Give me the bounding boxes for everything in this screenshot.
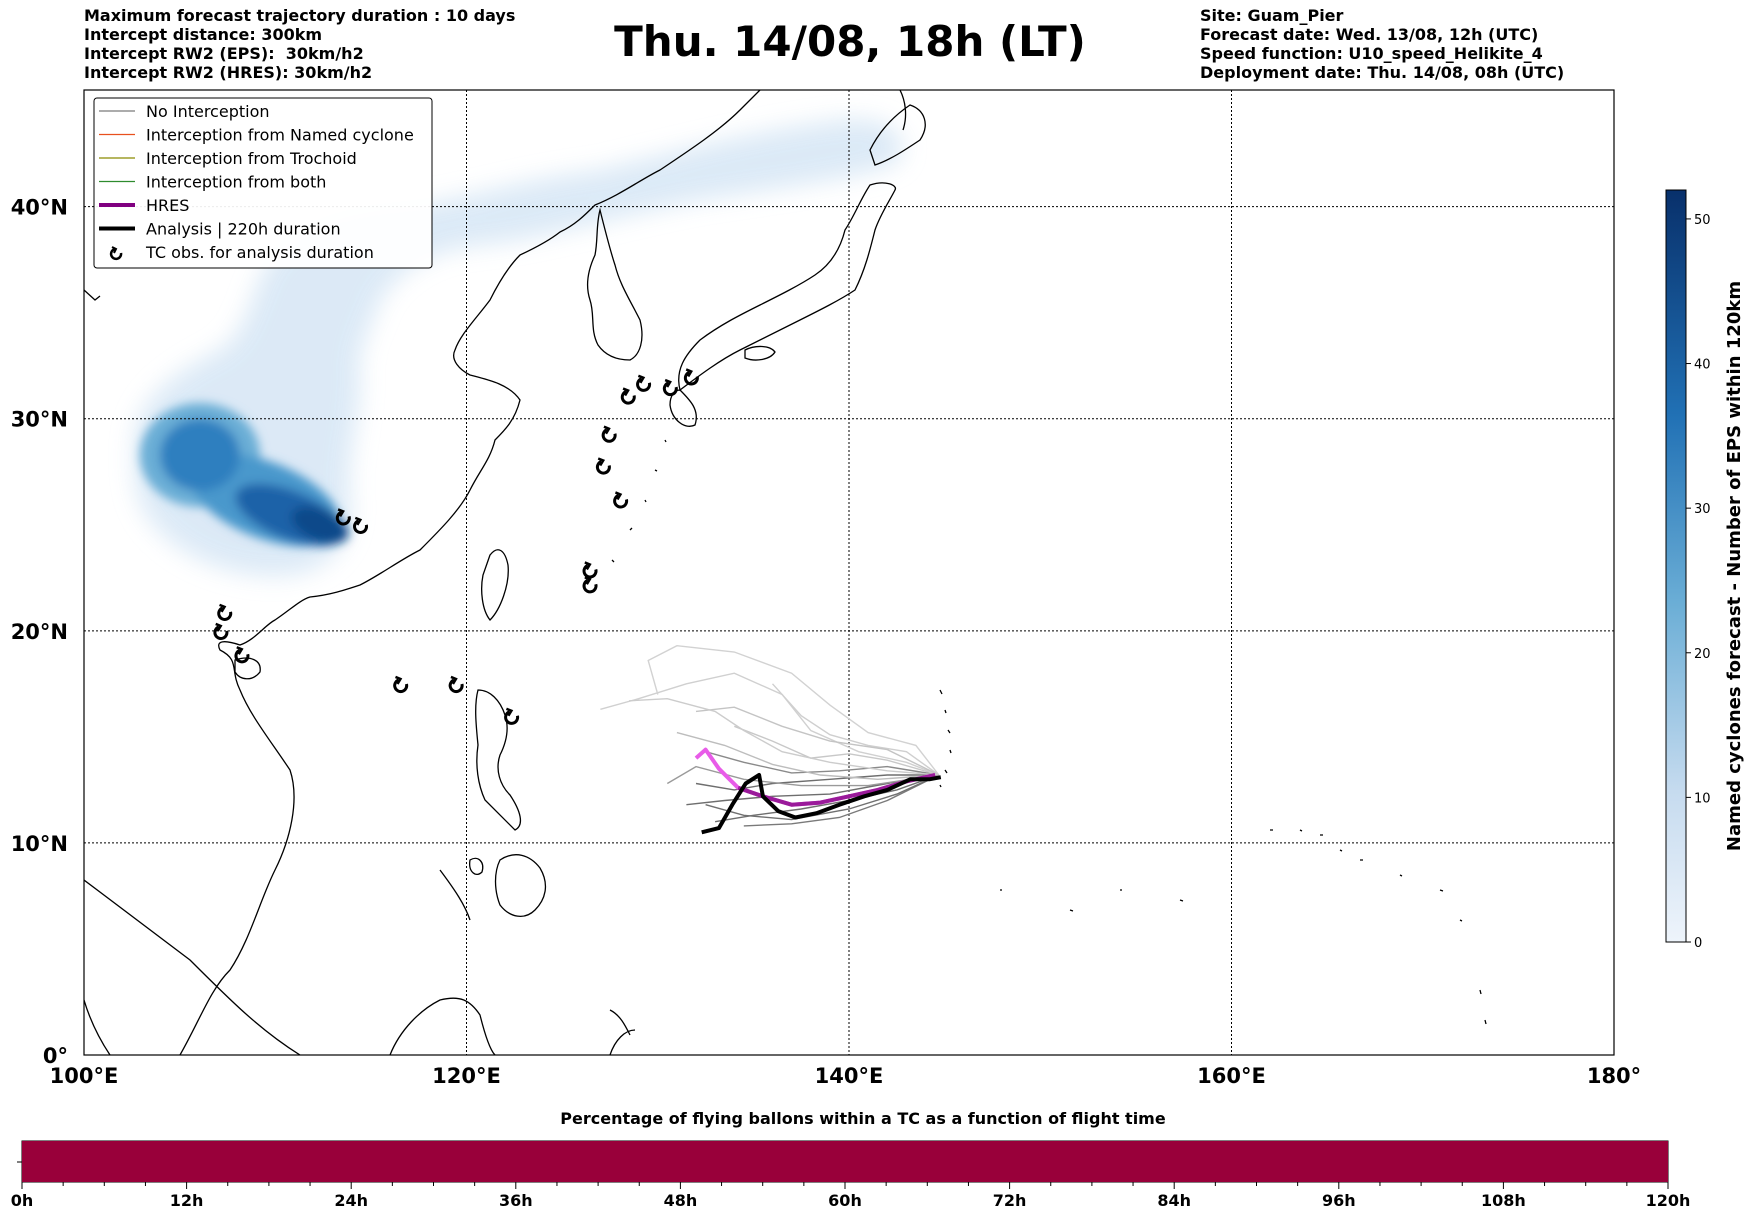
eps-trajectory [734, 725, 940, 776]
tc-obs-marker [504, 707, 520, 725]
flight-time-tick-label: 108h [1481, 1191, 1526, 1210]
header-right-line: Site: Guam_Pier [1200, 6, 1344, 25]
eps-trajectory [714, 774, 940, 823]
tc-obs-marker [683, 368, 699, 386]
y-tick-label: 10°N [11, 832, 68, 856]
analysis-trajectory [701, 773, 942, 835]
legend-label: Interception from Named cyclone [146, 126, 414, 145]
map-legend: No Interception Interception from Named c… [93, 97, 433, 269]
legend-label: Analysis | 220h duration [146, 220, 341, 239]
tc-obs-marker [353, 516, 369, 534]
flight-time-tick-label: 96h [1322, 1191, 1356, 1210]
eps-trajectory [695, 774, 939, 791]
legend-label: Interception from Trochoid [146, 149, 357, 168]
eps-trajectory [600, 672, 940, 776]
eps-trajectory [705, 774, 940, 821]
header-left-line: Intercept RW2 (EPS): 30km/h2 [84, 44, 364, 63]
tc-obs-marker [335, 508, 351, 526]
flight-time-tick-label: 72h [993, 1191, 1027, 1210]
tc-obs-marker [234, 646, 250, 664]
legend-label: Interception from both [146, 173, 326, 192]
x-axis-ticks: 100°E 120°E 140°E 160°E 180° [50, 1064, 1642, 1088]
colorbar-label: Named cyclones forecast - Number of EPS … [1724, 281, 1745, 851]
flight-time-bar: Percentage of flying ballons within a TC… [11, 1109, 1691, 1210]
tc-obs-marker [582, 561, 598, 579]
header-left-line: Intercept RW2 (HRES): 30km/h2 [84, 63, 373, 82]
tc-obs-marker [620, 387, 636, 405]
header-left-line: Intercept distance: 300km [84, 25, 323, 44]
tc-obs-marker [636, 374, 652, 392]
colorbar-ramp [1665, 189, 1687, 943]
colorbar-tick-label: 20 [1694, 647, 1711, 662]
map-frame [83, 89, 1615, 1056]
header-left-line: Maximum forecast trajectory duration : 1… [84, 6, 516, 25]
x-tick-label: 120°E [432, 1064, 501, 1088]
tc-obs-marker [662, 378, 678, 397]
coastlines [84, 90, 1487, 1055]
eps-trajectory [705, 751, 940, 776]
eps-trajectory [695, 706, 940, 776]
legend-label: No Interception [146, 102, 270, 121]
x-tick-label: 100°E [50, 1064, 119, 1088]
x-tick-label: 160°E [1197, 1064, 1266, 1088]
tc-obs-marker [213, 622, 229, 640]
colorbar-tick-label: 10 [1694, 791, 1711, 806]
eps-trajectories [600, 644, 940, 827]
colorbar-ticks: 0 10 20 30 40 50 [1686, 213, 1711, 951]
density-core [140, 403, 349, 547]
tc-obs-marker [601, 425, 617, 443]
header-left: Maximum forecast trajectory duration : 1… [84, 6, 515, 82]
legend-label: HRES [146, 196, 189, 215]
map-gridlines [84, 90, 1614, 1055]
flight-time-tick-label: 60h [828, 1191, 862, 1210]
tc-obs-marker [448, 675, 464, 693]
header-right-line: Speed function: U10_speed_Helikite_4 [1200, 44, 1543, 63]
eps-trajectory [666, 765, 940, 787]
flight-time-bar-title: Percentage of flying ballons within a TC… [560, 1109, 1166, 1128]
figure-title: Thu. 14/08, 18h (LT) [614, 17, 1086, 66]
flight-time-tick-label: 12h [170, 1191, 204, 1210]
flight-time-tick-label: 120h [1646, 1191, 1691, 1210]
colorbar-tick-label: 30 [1694, 502, 1711, 517]
legend-label: TC obs. for analysis duration [145, 243, 374, 262]
y-tick-label: 30°N [11, 408, 68, 432]
x-tick-label: 180° [1587, 1064, 1641, 1088]
legend-tc-icon [109, 246, 123, 261]
colorbar-tick-label: 40 [1694, 358, 1711, 373]
y-tick-label: 40°N [11, 196, 68, 220]
tc-obs-marker [595, 457, 611, 475]
colorbar-tick-label: 50 [1694, 213, 1711, 228]
flight-time-bar-fill [22, 1141, 1668, 1182]
y-tick-label: 20°N [11, 620, 68, 644]
flight-time-bar-ticks: 0h 12h 24h 36h 48h 60h 72h 84h 96h 108h 120h [11, 1161, 1691, 1210]
colorbar: 0 10 20 30 40 50 Named cyclones forecast - Nu… [1665, 189, 1745, 951]
tc-obs-marker [582, 576, 598, 594]
x-tick-label: 140°E [815, 1064, 884, 1088]
tc-obs-marker [613, 491, 629, 509]
tc-obs-marker [393, 675, 409, 693]
flight-time-tick-label: 48h [664, 1191, 698, 1210]
colorbar-tick-label: 0 [1694, 936, 1702, 951]
flight-time-tick-label: 84h [1157, 1191, 1191, 1210]
eps-trajectory [629, 697, 939, 776]
header-right-line: Deployment date: Thu. 14/08, 08h (UTC) [1200, 63, 1565, 82]
y-axis-ticks: 0° 10°N 20°N 30°N 40°N [11, 196, 68, 1068]
eps-trajectory [676, 731, 939, 781]
header-right: Site: Guam_Pier Forecast date: Wed. 13/08… [1200, 6, 1564, 82]
eps-trajectory [743, 774, 940, 827]
header-right-line: Forecast date: Wed. 13/08, 12h (UTC) [1200, 25, 1539, 44]
eps-trajectory [647, 644, 940, 776]
flight-time-tick-label: 0h [11, 1191, 34, 1210]
flight-time-bar-segment [22, 1141, 1668, 1182]
eps-trajectory [771, 683, 940, 776]
tc-observations [213, 368, 699, 725]
flight-time-tick-label: 36h [499, 1191, 533, 1210]
flight-time-tick-label: 24h [334, 1191, 368, 1210]
y-tick-label: 0° [43, 1044, 68, 1068]
tc-obs-marker [217, 603, 233, 621]
